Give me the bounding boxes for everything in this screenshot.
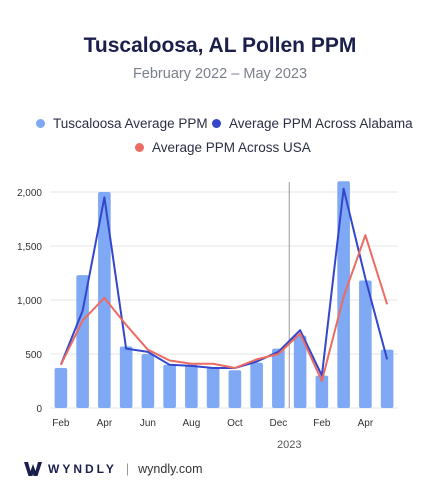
x-axis-labels: Feb Apr Jun Aug Oct Dec Feb Apr 2023 <box>52 418 374 451</box>
bar <box>272 348 285 408</box>
x-tick-label: Feb <box>313 418 331 429</box>
wyndly-logo-icon <box>24 462 42 476</box>
y-tick-label: 1,000 <box>17 296 42 307</box>
legend-dot-tuscaloosa <box>36 119 45 128</box>
legend-dot-usa <box>135 143 144 152</box>
bar <box>380 349 394 408</box>
line-usa <box>59 234 389 382</box>
x-tick-label: Aug <box>182 418 200 429</box>
x-tick-label: Oct <box>227 418 243 429</box>
bar <box>206 368 220 408</box>
footer: WYNDLY | wyndly.com <box>24 462 203 476</box>
bar <box>185 364 198 408</box>
legend-dot-alabama <box>212 119 221 128</box>
legend-label-tuscaloosa: Tuscaloosa Average PPM <box>53 116 208 131</box>
bar <box>163 364 176 408</box>
bar <box>228 370 242 408</box>
footer-separator: | <box>125 462 130 476</box>
chart-title: Tuscaloosa, AL Pollen PPM <box>83 34 357 57</box>
brand-name: WYNDLY <box>48 462 117 476</box>
legend-item-usa: Average PPM Across USA <box>135 140 311 155</box>
legend-item-alabama: Average PPM Across Alabama <box>212 116 413 131</box>
chart-subtitle: February 2022 – May 2023 <box>132 66 308 82</box>
line-alabama <box>59 187 389 377</box>
bar <box>141 354 155 408</box>
legend-label-alabama: Average PPM Across Alabama <box>229 116 413 131</box>
x-tick-label: Feb <box>52 418 70 429</box>
y-tick-label: 0 <box>36 404 42 415</box>
bar <box>359 280 372 408</box>
x-tick-label: Dec <box>269 418 287 429</box>
bar <box>76 275 89 408</box>
x-tick-label: Jun <box>140 418 156 429</box>
legend-label-usa: Average PPM Across USA <box>152 140 311 155</box>
year-label: 2023 <box>277 439 301 451</box>
bar <box>98 192 111 408</box>
bar <box>250 362 263 408</box>
x-tick-label: Apr <box>358 418 374 429</box>
footer-site: wyndly.com <box>138 462 203 476</box>
y-tick-label: 1,500 <box>17 242 42 253</box>
y-axis-labels: 0 500 1,000 1,500 2,000 <box>17 188 42 415</box>
bar-series-tuscaloosa <box>54 181 394 408</box>
y-tick-label: 2,000 <box>17 188 42 199</box>
line-series <box>59 187 389 382</box>
legend-item-tuscaloosa: Tuscaloosa Average PPM <box>36 116 208 131</box>
bar <box>119 346 133 408</box>
bar <box>315 375 329 408</box>
y-tick-label: 500 <box>25 350 42 361</box>
bar <box>293 335 307 408</box>
x-tick-label: Apr <box>97 418 113 429</box>
bar <box>54 368 68 408</box>
